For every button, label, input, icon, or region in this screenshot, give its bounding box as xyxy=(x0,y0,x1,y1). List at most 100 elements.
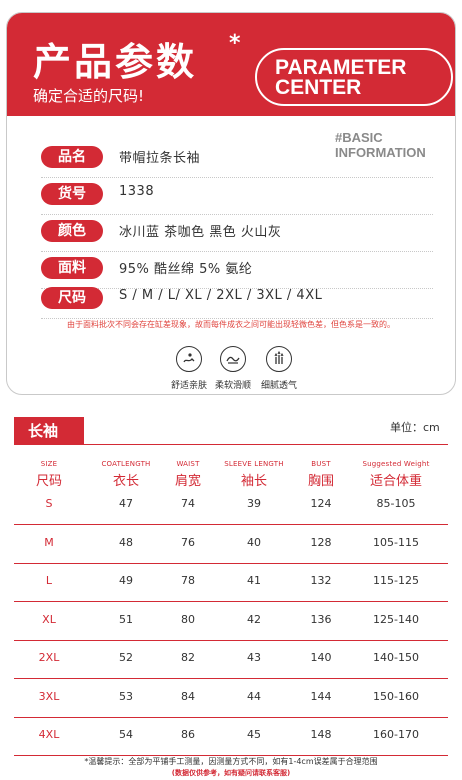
basic-line2: INFORMATION xyxy=(335,145,426,160)
header-banner: 产品参数 * 确定合适的尺码! PARAMETER CENTER xyxy=(7,13,455,116)
cell-suggested-weight: 125-140 xyxy=(373,612,419,626)
cell-bust: 148 xyxy=(310,728,332,741)
cell-shoulder-width: 84 xyxy=(181,689,195,703)
parameter-center-badge: PARAMETER CENTER xyxy=(255,48,453,106)
row-divider xyxy=(41,214,433,215)
parameter-card: 产品参数 * 确定合适的尺码! PARAMETER CENTER #BASIC … xyxy=(6,12,456,395)
cell-bust: 140 xyxy=(310,651,332,664)
section-rule xyxy=(14,444,448,445)
cell-size: S xyxy=(45,497,53,510)
feature-breathable: 细腻透气 xyxy=(249,346,309,391)
cell-bust: 128 xyxy=(310,535,332,549)
soft-icon xyxy=(220,346,246,372)
info-value: S / M / L/ XL / 2XL / 3XL / 4XL xyxy=(119,288,323,303)
column-header-coat-length: COATLENGTH 衣长 xyxy=(86,460,166,489)
feature-label: 细腻透气 xyxy=(260,381,297,391)
cell-bust: 144 xyxy=(310,689,332,703)
column-header-cn: 尺码 xyxy=(35,474,62,489)
cell-suggested-weight: 140-150 xyxy=(373,651,419,664)
badge-line2: CENTER xyxy=(275,76,362,99)
row-divider xyxy=(41,177,433,178)
cell-coat-length: 49 xyxy=(119,574,133,587)
cell-shoulder-width: 80 xyxy=(181,612,195,626)
unit-label: 单位：cm xyxy=(390,421,440,434)
info-label: 尺码 xyxy=(41,287,103,309)
feature-comfort: 舒适亲肤 xyxy=(159,346,219,391)
reference-note: (数据仅供参考，如有疑问请联系客服) xyxy=(171,769,291,777)
table-row: L 49 78 41 132 115-125 xyxy=(0,564,462,602)
badge-line1: PARAMETER xyxy=(275,56,407,79)
cell-shoulder-width: 74 xyxy=(181,497,195,510)
info-row-name: 品名 带帽拉条长袖 xyxy=(7,141,455,178)
info-value: 带帽拉条长袖 xyxy=(119,151,201,166)
row-divider xyxy=(14,562,448,564)
row-divider xyxy=(14,716,448,718)
feature-label: 柔软滑顺 xyxy=(214,381,251,391)
info-value: 1338 xyxy=(119,184,155,199)
info-row-sku: 货号 1338 xyxy=(7,178,455,215)
page-title: 产品参数 xyxy=(33,40,198,84)
table-row: 3XL 53 84 44 144 150-160 xyxy=(0,680,462,718)
column-header-en: SIZE xyxy=(40,460,58,468)
table-row: S 47 74 39 124 85-105 xyxy=(0,487,462,525)
table-row: 2XL 52 82 43 140 140-150 xyxy=(0,641,462,679)
cell-suggested-weight: 160-170 xyxy=(373,728,419,741)
info-value: 95% 酷丝绵 5% 氨纶 xyxy=(119,262,253,277)
column-header-cn: 肩宽 xyxy=(174,474,201,489)
cell-shoulder-width: 82 xyxy=(181,651,195,664)
info-label: 货号 xyxy=(41,183,103,205)
cell-size: 2XL xyxy=(38,651,60,664)
cell-sleeve-length: 44 xyxy=(247,689,261,703)
column-header-shoulder-width: WAIST 肩宽 xyxy=(148,460,228,489)
cell-coat-length: 51 xyxy=(119,612,133,626)
row-divider xyxy=(14,524,448,525)
column-header-en: SLEEVE LENGTH xyxy=(224,460,284,468)
cell-suggested-weight: 105-115 xyxy=(373,535,419,549)
cell-sleeve-length: 39 xyxy=(247,497,261,510)
column-header-en: COATLENGTH xyxy=(101,460,151,468)
cell-size: XL xyxy=(42,612,56,626)
cell-shoulder-width: 86 xyxy=(181,728,195,741)
breathable-icon xyxy=(266,346,292,372)
cell-suggested-weight: 85-105 xyxy=(376,497,416,510)
info-value: 冰川蓝 茶咖色 黑色 火山灰 xyxy=(119,225,282,240)
info-row-size: 尺码 S / M / L/ XL / 2XL / 3XL / 4XL xyxy=(7,282,455,319)
cell-size: M xyxy=(44,535,54,549)
row-divider xyxy=(14,601,448,602)
cell-size: L xyxy=(45,574,53,587)
measure-tip: *温馨提示：全部为平铺手工测量，因测量方式不同，如有1-4cm误差属于合理范围 xyxy=(84,757,378,766)
cell-bust: 124 xyxy=(310,497,332,510)
info-row-fabric: 面料 95% 酷丝绵 5% 氨纶 xyxy=(7,252,455,289)
feature-soft: 柔软滑顺 xyxy=(203,346,263,391)
row-divider xyxy=(41,288,433,289)
column-header-sleeve-length: SLEEVE LENGTH 袖长 xyxy=(214,460,294,489)
cell-size: 4XL xyxy=(38,728,60,741)
column-header-suggested-weight: Suggested Weight 适合体重 xyxy=(356,460,436,489)
cell-coat-length: 47 xyxy=(119,497,133,510)
title-star: * xyxy=(229,31,241,56)
column-header-en: BUST xyxy=(311,460,331,468)
row-divider xyxy=(41,318,433,319)
cell-size: 3XL xyxy=(38,689,60,703)
cell-sleeve-length: 41 xyxy=(247,574,261,587)
table-row: 4XL 54 86 45 148 160-170 xyxy=(0,718,462,756)
column-header-cn: 袖长 xyxy=(240,474,267,489)
cell-coat-length: 53 xyxy=(119,689,133,703)
cell-coat-length: 54 xyxy=(119,728,133,741)
cell-sleeve-length: 40 xyxy=(247,535,261,549)
row-divider xyxy=(14,755,448,756)
column-header-cn: 衣长 xyxy=(112,474,139,489)
cell-bust: 132 xyxy=(310,574,332,587)
cell-bust: 136 xyxy=(310,612,332,626)
column-header-bust: BUST 胸围 xyxy=(281,460,361,489)
info-row-color: 颜色 冰川蓝 茶咖色 黑色 火山灰 xyxy=(7,215,455,252)
row-divider xyxy=(14,639,448,641)
long-sleeve-tag: 长袖 xyxy=(14,417,84,445)
cell-sleeve-length: 42 xyxy=(247,612,261,626)
cell-shoulder-width: 78 xyxy=(181,574,195,587)
info-label: 品名 xyxy=(41,146,103,168)
basic-line1: #BASIC xyxy=(335,130,383,145)
info-label: 面料 xyxy=(41,257,103,279)
cell-sleeve-length: 43 xyxy=(247,651,261,664)
cell-coat-length: 48 xyxy=(119,535,133,549)
